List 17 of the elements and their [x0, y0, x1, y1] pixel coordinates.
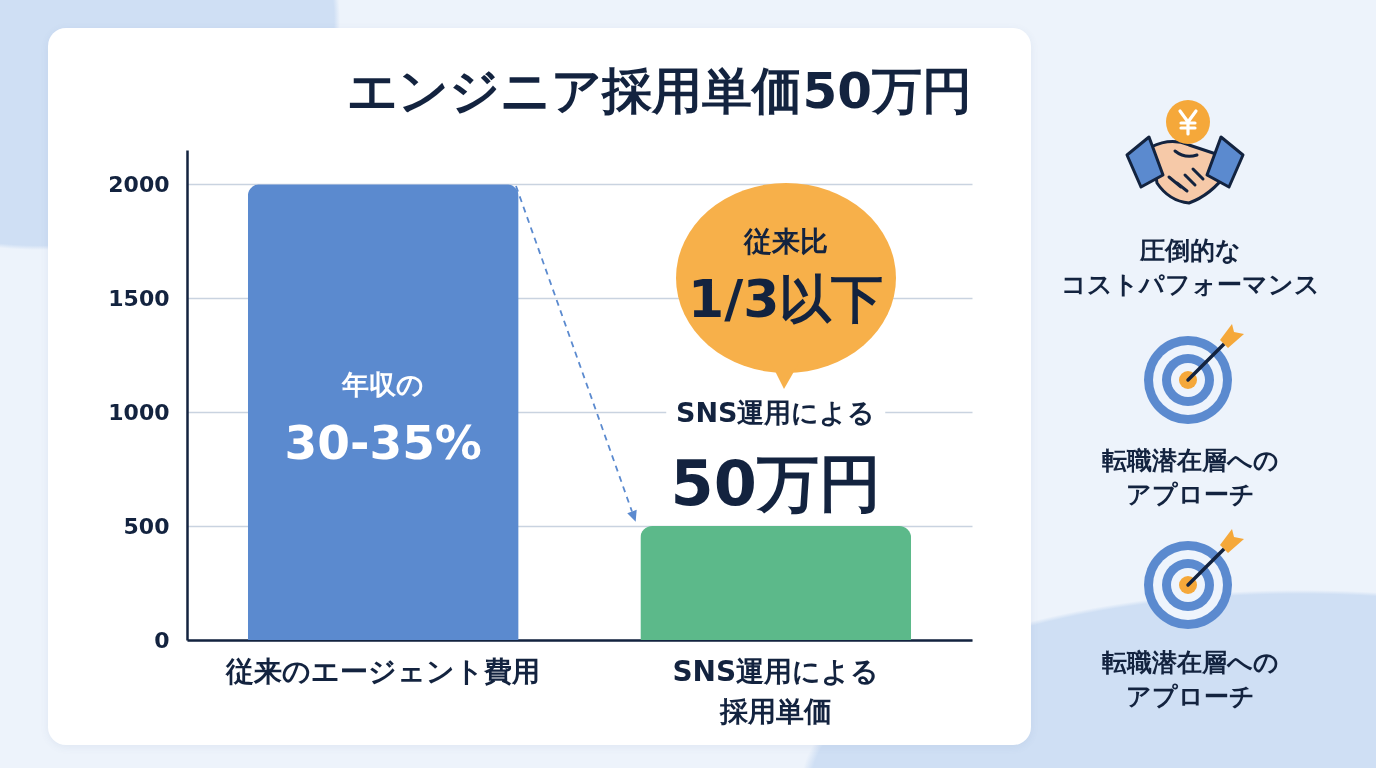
- x-tick-label: SNS運用による採用単価: [672, 654, 880, 728]
- annotation: 50万円: [670, 447, 881, 521]
- annotation: 年収の: [342, 369, 425, 401]
- y-tick-label: 500: [123, 513, 170, 539]
- annotation: SNS運用による: [666, 397, 886, 429]
- annotation: 従来比: [743, 224, 828, 259]
- y-tick-label: 1000: [108, 399, 170, 425]
- annotation: 1/3以下: [688, 269, 884, 330]
- text: 転職潜在層へのアプローチ: [1101, 647, 1279, 713]
- y-tick-label: 0: [154, 627, 170, 653]
- text: 転職潜在層へのアプローチ: [1101, 445, 1279, 511]
- y-tick-label: 1500: [108, 285, 170, 311]
- text: 圧倒的なコストパフォーマンス: [1060, 235, 1320, 301]
- y-tick-label: 2000: [108, 171, 170, 197]
- annotation: 30-35%: [284, 414, 482, 471]
- chart-title: エンジニア採用単価50万円: [347, 62, 972, 120]
- x-tick-label: 従来のエージェント費用: [225, 654, 541, 688]
